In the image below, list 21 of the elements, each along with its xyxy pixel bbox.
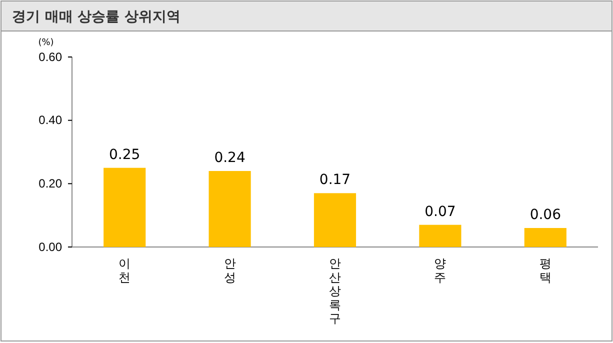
chart-title: 경기 매매 상승률 상위지역 — [12, 9, 181, 25]
x-tick-label: 안성 — [224, 256, 236, 284]
x-tick-label: 이천 — [118, 256, 131, 284]
data-label: 0.24 — [214, 150, 246, 166]
bar — [104, 168, 146, 247]
data-label: 0.25 — [109, 146, 140, 163]
y-axis-title: (%) — [38, 38, 54, 48]
data-label: 0.07 — [424, 204, 456, 220]
y-tick-label: 0.20 — [38, 176, 62, 191]
y-tick-label: 0.60 — [38, 50, 62, 64]
y-tick-label: 0.40 — [38, 113, 62, 128]
x-tick-label: 양주 — [434, 256, 446, 284]
bar — [524, 228, 566, 247]
bar — [314, 193, 356, 247]
data-label: 0.06 — [530, 207, 562, 223]
bar — [419, 224, 462, 247]
x-tick-label: 평택 — [539, 256, 552, 284]
x-tick-label: 안산상록구 — [329, 256, 341, 326]
y-tick-label: 0.00 — [38, 240, 62, 254]
data-label: 0.17 — [319, 172, 351, 188]
bar — [208, 171, 251, 247]
